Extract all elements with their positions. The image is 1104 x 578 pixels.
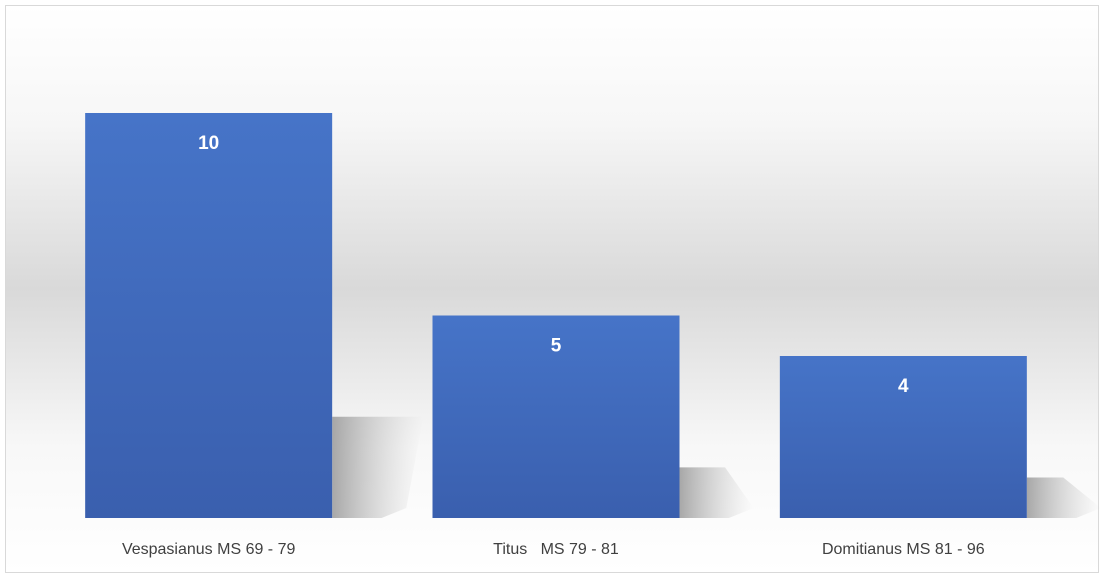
data-label: 5 <box>551 336 562 357</box>
bar <box>779 356 1027 518</box>
x-tick-label: Titus MS 79 - 81 <box>493 541 619 558</box>
bar-shadow <box>679 467 754 518</box>
bar <box>85 113 333 518</box>
bar-shadow <box>1026 477 1101 518</box>
x-tick-label: Domitianus MS 81 - 96 <box>822 541 985 558</box>
x-tick-label: Vespasianus MS 69 - 79 <box>122 541 296 558</box>
bar-shadow <box>332 416 424 518</box>
bar <box>432 315 680 518</box>
data-label: 10 <box>198 133 219 154</box>
data-label: 4 <box>898 376 909 397</box>
